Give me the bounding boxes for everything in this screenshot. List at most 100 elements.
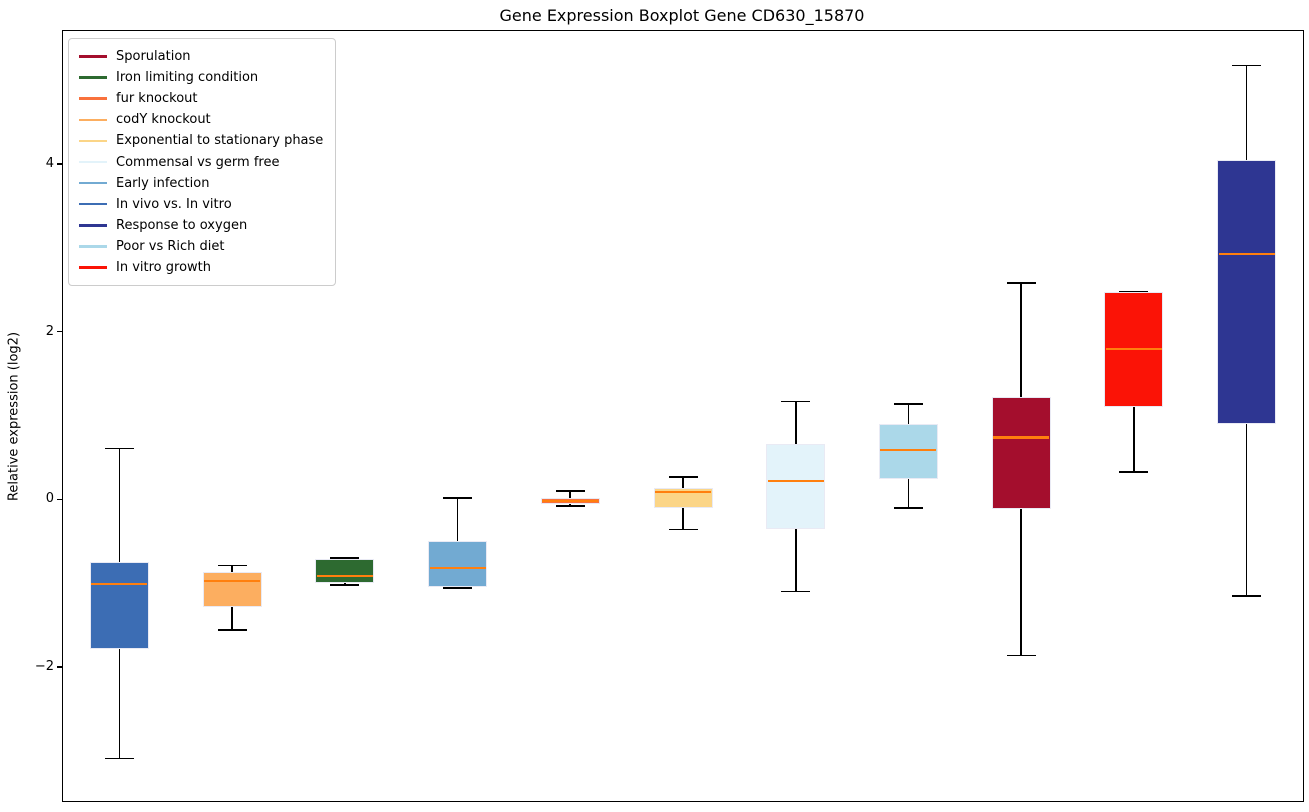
legend-label: Response to oxygen	[116, 217, 248, 233]
median-line	[1218, 252, 1275, 255]
median-line	[1105, 347, 1162, 350]
legend-label: Sporulation	[116, 49, 191, 65]
legend-item: fur knockout	[79, 88, 323, 109]
whisker-upper	[907, 403, 910, 425]
whisker-cap-upper	[1232, 64, 1262, 67]
legend-swatch	[79, 76, 107, 79]
median-line	[316, 574, 373, 577]
legend-item: Commensal vs germ free	[79, 151, 323, 172]
legend-swatch	[79, 118, 107, 122]
box	[428, 541, 488, 587]
whisker-cap-upper	[443, 496, 473, 499]
box	[315, 558, 375, 584]
whisker-lower	[907, 478, 910, 508]
legend-swatch	[79, 55, 107, 58]
legend-item: Early infection	[79, 173, 323, 194]
whisker-cap-upper	[104, 447, 134, 450]
y-tick-label: 4	[45, 156, 54, 172]
whisker-cap-upper	[668, 476, 698, 478]
legend-item: In vivo vs. In vitro	[79, 194, 323, 215]
median-line	[767, 479, 824, 483]
legend-label: Commensal vs germ free	[116, 154, 280, 170]
box	[1217, 160, 1277, 425]
legend-item: Sporulation	[79, 46, 323, 67]
legend-label: Early infection	[116, 175, 210, 191]
whisker-upper	[118, 448, 121, 563]
whisker-lower	[1133, 407, 1135, 472]
whisker-lower	[231, 606, 233, 631]
legend-swatch	[79, 202, 107, 206]
legend-swatch	[79, 245, 107, 248]
y-tick-label: 0	[45, 491, 54, 507]
whisker-cap-upper	[893, 403, 923, 405]
whisker-cap-upper	[1006, 282, 1036, 285]
legend-swatch	[79, 97, 107, 100]
y-tick-label: −2	[34, 658, 54, 674]
whisker-cap-lower	[104, 757, 134, 760]
whisker-lower	[794, 528, 797, 592]
box	[878, 424, 938, 479]
whisker-cap-upper	[555, 490, 585, 492]
whisker-upper	[1245, 65, 1248, 161]
whisker-lower	[1245, 424, 1248, 596]
legend-swatch	[79, 224, 107, 227]
legend-item: Exponential to stationary phase	[79, 130, 323, 151]
legend-swatch	[79, 181, 107, 185]
whisker-cap-lower	[443, 587, 473, 590]
whisker-lower	[1020, 508, 1022, 656]
y-tick-mark	[57, 666, 62, 668]
box	[766, 444, 826, 529]
whisker-cap-lower	[668, 528, 698, 531]
legend-swatch	[79, 266, 107, 269]
legend-label: fur knockout	[116, 91, 198, 107]
median-line	[542, 500, 599, 503]
whisker-cap-lower	[1006, 654, 1036, 657]
whisker-cap-lower	[330, 584, 360, 586]
legend-item: Poor vs Rich diet	[79, 236, 323, 257]
whisker-upper	[231, 565, 233, 573]
legend-label: In vitro growth	[116, 259, 211, 275]
whisker-cap-lower	[781, 590, 811, 593]
whisker-cap-upper	[330, 557, 360, 559]
whisker-cap-upper	[1119, 290, 1149, 293]
whisker-lower	[118, 648, 121, 759]
whisker-upper	[569, 491, 572, 498]
whisker-upper	[682, 476, 684, 488]
whisker-lower	[344, 583, 346, 585]
median-line	[880, 448, 937, 452]
whisker-cap-lower	[555, 505, 585, 507]
plot-area: Sporulation Iron limiting condition fur kn…	[62, 30, 1304, 802]
whisker-upper	[794, 401, 797, 445]
legend-item: codY knockout	[79, 109, 323, 130]
y-tick-mark	[57, 331, 62, 333]
whisker-upper	[1020, 283, 1022, 398]
legend-item: Response to oxygen	[79, 215, 323, 236]
whisker-lower	[569, 503, 572, 507]
legend-swatch	[79, 139, 107, 143]
median-line	[91, 583, 148, 586]
legend-label: Iron limiting condition	[116, 70, 259, 86]
chart-title: Gene Expression Boxplot Gene CD630_15870	[499, 6, 865, 25]
legend-label: Exponential to stationary phase	[116, 133, 324, 149]
legend-swatch	[79, 160, 107, 164]
legend-label: codY knockout	[116, 112, 211, 128]
median-line	[204, 579, 261, 582]
legend-item: In vitro growth	[79, 257, 323, 278]
legend: Sporulation Iron limiting condition fur kn…	[68, 38, 337, 287]
whisker-cap-lower	[1232, 595, 1262, 597]
whisker-upper	[456, 497, 459, 542]
y-tick-label: 2	[45, 323, 54, 339]
legend-label: Poor vs Rich diet	[116, 238, 225, 254]
median-line	[655, 490, 711, 493]
box	[202, 572, 262, 607]
whisker-cap-upper	[217, 564, 247, 567]
whisker-lower	[456, 586, 459, 589]
box	[89, 562, 149, 649]
box	[991, 397, 1051, 509]
whisker-cap-lower	[217, 629, 247, 631]
y-tick-mark	[57, 163, 62, 165]
whisker-cap-lower	[1119, 471, 1149, 473]
legend-item: Iron limiting condition	[79, 67, 323, 88]
box	[1104, 292, 1164, 408]
